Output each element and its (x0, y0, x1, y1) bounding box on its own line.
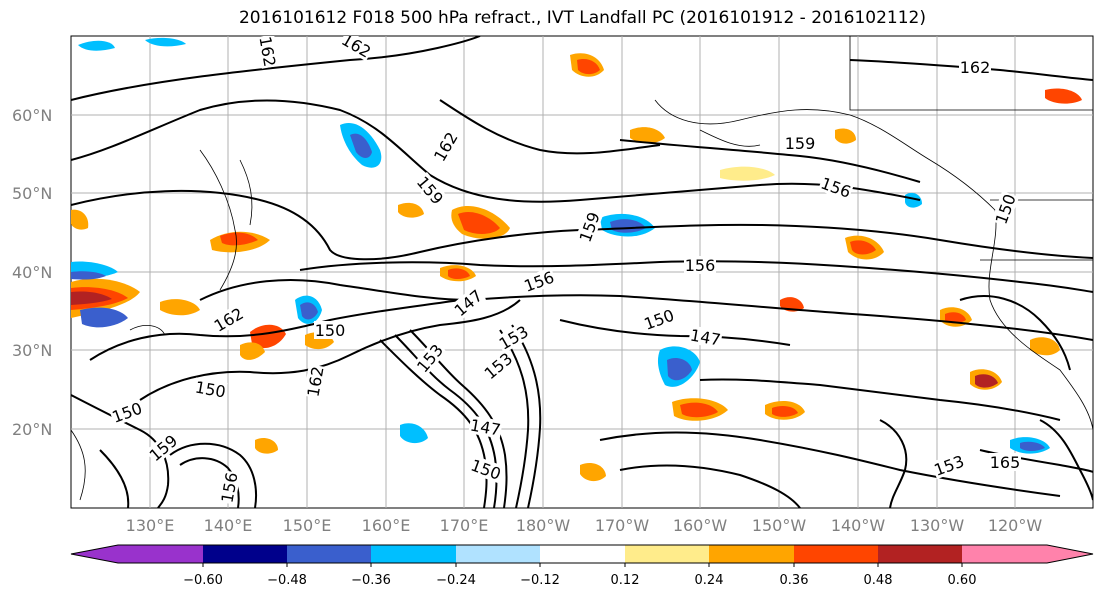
longitude-label: 130°E (126, 516, 175, 535)
coastlines (71, 36, 1093, 501)
colorbar-tick-label: −0.36 (351, 573, 391, 588)
longitude-label: 150°E (283, 516, 332, 535)
longitude-label: 130°W (910, 516, 965, 535)
map-title: 2016101612 F018 500 hPa refract., IVT La… (238, 8, 926, 28)
colorbar-tick-label: 0.24 (695, 573, 724, 588)
contour-label: 156 (685, 256, 716, 275)
colorbar-segment (203, 545, 287, 563)
colorbar-tick-label: −0.24 (436, 573, 476, 588)
longitude-label: 180°W (516, 516, 571, 535)
colorbar-tick-label: 0.36 (780, 573, 809, 588)
contour-label: 165 (990, 453, 1021, 472)
longitude-label: 160°W (673, 516, 728, 535)
colorbar-segment (625, 545, 709, 563)
colorbar-segment (878, 545, 962, 563)
longitude-label: 170°W (595, 516, 650, 535)
colorbar-tick-label: 0.12 (611, 573, 640, 588)
longitude-label: 140°W (831, 516, 886, 535)
colorbar-tick-label: −0.60 (183, 573, 223, 588)
colorbar-segment (371, 545, 456, 563)
longitude-label: 140°E (204, 516, 253, 535)
colorbar-outline (70, 544, 1094, 564)
colorbar-segment (540, 545, 625, 563)
colorbar-tick-label: 0.48 (864, 573, 893, 588)
longitude-labels: 130°E 140°E 150°E 160°E 170°E 180°W 170°W 160°W… (126, 516, 1043, 535)
colorbar-tick-labels: −0.60 −0.48 −0.36 −0.24 −0.12 0.12 0.24 0.36 0.4… (183, 563, 976, 588)
colorbar-tick-label: 0.60 (948, 573, 977, 588)
longitude-label: 120°W (988, 516, 1043, 535)
colorbar-tick-label: −0.48 (267, 573, 307, 588)
latitude-label: 40°N (12, 263, 52, 282)
contour-label: 150 (315, 321, 346, 340)
colorbar-segment (71, 545, 203, 563)
latitude-label: 60°N (12, 106, 52, 125)
colorbar-tick-label: −0.12 (520, 573, 560, 588)
colorbar (70, 544, 1094, 564)
latitude-label: 30°N (12, 341, 52, 360)
contour-label: 162 (960, 58, 991, 77)
colorbar-segment (794, 545, 878, 563)
colorbar-segment (287, 545, 371, 563)
latitude-label: 20°N (12, 420, 52, 439)
longitude-label: 160°E (362, 516, 411, 535)
longitude-label: 150°W (752, 516, 807, 535)
shaded-anomalies (71, 37, 1082, 482)
colorbar-segment (709, 545, 794, 563)
latitude-label: 50°N (12, 184, 52, 203)
colorbar-segment (456, 545, 540, 563)
longitude-label: 170°E (440, 516, 489, 535)
contour-label: 159 (785, 134, 816, 153)
colorbar-segment (962, 545, 1093, 563)
latitude-labels: 60°N 50°N 40°N 30°N 20°N (12, 106, 52, 439)
